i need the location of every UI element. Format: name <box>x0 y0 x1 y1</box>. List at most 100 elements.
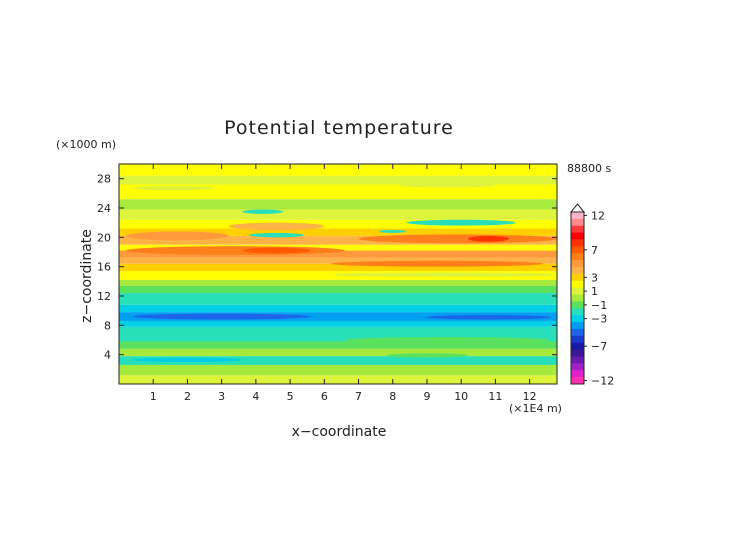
colorbar-label: −7 <box>591 340 607 353</box>
y-unit-label: (×1000 m) <box>56 138 116 151</box>
colorbar-extend-arrow <box>569 203 586 213</box>
contour-feature-17 <box>132 186 215 191</box>
contour-feature-5 <box>242 247 311 254</box>
contour-feature-9 <box>379 230 407 233</box>
contour-band-2 <box>119 356 557 365</box>
contour-feature-15 <box>132 357 243 362</box>
contour-band-23 <box>119 175 557 185</box>
contour-band-18 <box>119 228 557 236</box>
colorbar-swatch <box>571 377 584 385</box>
colorbar-swatch <box>571 225 584 234</box>
contour-band-14 <box>119 257 557 264</box>
colorbar-swatch <box>571 356 584 364</box>
colorbar-label: −12 <box>591 375 614 388</box>
contour-band-19 <box>119 219 557 229</box>
contour-band-0 <box>119 375 557 384</box>
colorbar-label: 1 <box>591 285 598 298</box>
contour-band-22 <box>119 184 557 200</box>
x-tick-label: 2 <box>184 390 191 403</box>
y-axis-label: z−coordinate <box>79 229 95 323</box>
contour-feature-8 <box>249 232 304 238</box>
contour-band-21 <box>119 199 557 210</box>
colorbar-swatch <box>571 267 584 275</box>
colorbar-label: 12 <box>591 209 605 222</box>
colorbar-swatch <box>571 218 584 227</box>
colorbar-swatch <box>571 301 584 309</box>
plot-area <box>119 164 557 384</box>
y-tick-label: 16 <box>97 261 111 274</box>
y-tick-label: 28 <box>97 173 111 186</box>
contour-feature-16 <box>385 353 469 358</box>
colorbar-swatch <box>571 287 584 295</box>
colorbar-swatch <box>571 315 584 323</box>
x-tick-label: 10 <box>454 390 468 403</box>
contour-feature-18 <box>399 183 496 188</box>
contour-feature-12 <box>132 313 311 320</box>
contour-band-20 <box>119 209 557 220</box>
y-tick-label: 20 <box>97 231 111 244</box>
colorbar-swatch <box>571 328 584 337</box>
x-tick-label: 6 <box>321 390 328 403</box>
contour-feature-6 <box>406 219 516 226</box>
contour-feature-13 <box>426 315 551 320</box>
contour-band-17 <box>119 235 557 245</box>
colorbar-swatch <box>571 260 584 268</box>
contour-feature-0 <box>125 231 229 241</box>
x-tick-label: 12 <box>523 390 537 403</box>
contour-band-11 <box>119 279 557 286</box>
x-tick-label: 3 <box>218 390 225 403</box>
colorbar-label: 7 <box>591 244 598 257</box>
contour-feature-1 <box>228 222 325 230</box>
x-tick-label: 7 <box>355 390 362 403</box>
colorbar-swatch <box>571 294 584 302</box>
contour-band-15 <box>119 250 557 258</box>
x-tick-label: 4 <box>252 390 259 403</box>
contour-band-6 <box>119 320 557 327</box>
contour-band-24 <box>119 164 557 176</box>
contour-band-1 <box>119 364 557 376</box>
contour-feature-7 <box>242 209 284 214</box>
chart-title: Potential temperature <box>224 117 454 139</box>
colorbar-label: 3 <box>591 271 598 284</box>
x-tick-label: 1 <box>150 390 157 403</box>
y-tick-label: 4 <box>104 349 111 362</box>
contour-feature-3 <box>468 235 510 242</box>
contour-band-7 <box>119 312 557 321</box>
contour-band-3 <box>119 348 557 357</box>
colorbar-label: −1 <box>591 299 607 312</box>
x-unit-label: (×1E4 m) <box>509 402 562 415</box>
contour-feature-2 <box>358 234 557 244</box>
contour-band-8 <box>119 304 557 313</box>
y-tick-label: 12 <box>97 290 111 303</box>
colorbar-swatch <box>571 212 584 220</box>
colorbar-swatch <box>571 322 584 330</box>
colorbar-label: −3 <box>591 313 607 326</box>
colorbar-swatch <box>571 253 584 261</box>
colorbar-swatch <box>571 349 584 357</box>
colorbar-swatch <box>571 232 584 240</box>
x-tick-label: 9 <box>423 390 430 403</box>
colorbar-swatch <box>571 308 584 316</box>
contour-band-10 <box>119 285 557 294</box>
contour-feature-14 <box>344 337 551 343</box>
x-axis-label: x−coordinate <box>292 424 387 440</box>
contour-band-13 <box>119 263 557 272</box>
time-label: 88800 s <box>567 162 611 175</box>
colorbar-swatch <box>571 342 584 350</box>
contour-feature-4 <box>125 246 345 255</box>
x-tick-label: 11 <box>488 390 502 403</box>
colorbar-swatch <box>571 280 584 289</box>
colorbar-frame <box>570 211 585 385</box>
colorbar: 12 7 31−1−3 −7 −12 <box>569 203 614 388</box>
plot-frame <box>118 163 558 385</box>
colorbar-swatch <box>571 363 584 371</box>
colorbar-swatch <box>571 239 584 247</box>
x-tick-label: 8 <box>389 390 396 403</box>
y-tick-label: 8 <box>104 319 111 332</box>
contour-feature-11 <box>331 272 557 277</box>
colorbar-swatch <box>571 335 584 344</box>
contour-feature-10 <box>331 260 544 267</box>
contour-band-4 <box>119 341 557 349</box>
